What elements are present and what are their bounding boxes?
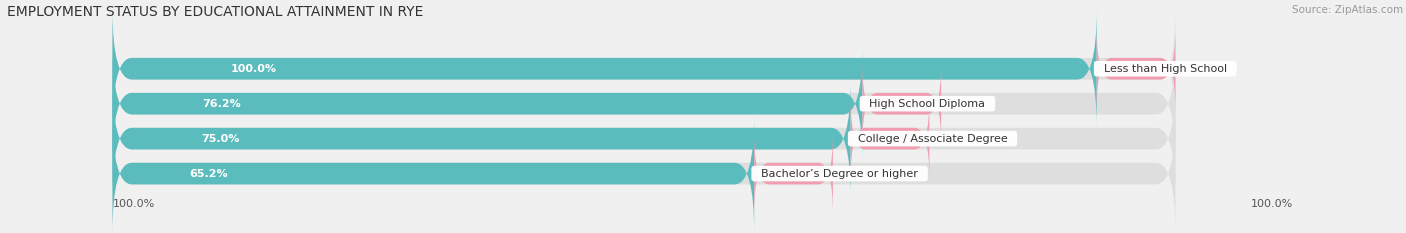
Text: 0.0%: 0.0% <box>1189 64 1219 74</box>
Text: 100.0%: 100.0% <box>231 64 277 74</box>
Text: College / Associate Degree: College / Associate Degree <box>851 134 1014 144</box>
FancyBboxPatch shape <box>112 10 1175 128</box>
Text: 65.2%: 65.2% <box>190 169 228 178</box>
FancyBboxPatch shape <box>112 10 1097 128</box>
FancyBboxPatch shape <box>862 62 941 145</box>
FancyBboxPatch shape <box>851 97 929 180</box>
Text: Source: ZipAtlas.com: Source: ZipAtlas.com <box>1292 5 1403 15</box>
FancyBboxPatch shape <box>112 80 851 198</box>
Text: 75.0%: 75.0% <box>201 134 239 144</box>
Text: 76.2%: 76.2% <box>202 99 242 109</box>
FancyBboxPatch shape <box>112 114 1175 233</box>
Text: 100.0%: 100.0% <box>1251 199 1294 209</box>
Text: 0.0%: 0.0% <box>945 134 973 144</box>
FancyBboxPatch shape <box>754 132 832 215</box>
Text: 100.0%: 100.0% <box>112 199 155 209</box>
Text: EMPLOYMENT STATUS BY EDUCATIONAL ATTAINMENT IN RYE: EMPLOYMENT STATUS BY EDUCATIONAL ATTAINM… <box>7 5 423 19</box>
Text: Less than High School: Less than High School <box>1097 64 1234 74</box>
FancyBboxPatch shape <box>112 114 754 233</box>
FancyBboxPatch shape <box>112 45 1175 163</box>
FancyBboxPatch shape <box>1097 27 1175 110</box>
Text: Bachelor’s Degree or higher: Bachelor’s Degree or higher <box>754 169 925 178</box>
FancyBboxPatch shape <box>112 45 862 163</box>
Text: 0.0%: 0.0% <box>956 99 984 109</box>
FancyBboxPatch shape <box>112 80 1175 198</box>
Text: High School Diploma: High School Diploma <box>862 99 993 109</box>
Text: 0.0%: 0.0% <box>848 169 876 178</box>
